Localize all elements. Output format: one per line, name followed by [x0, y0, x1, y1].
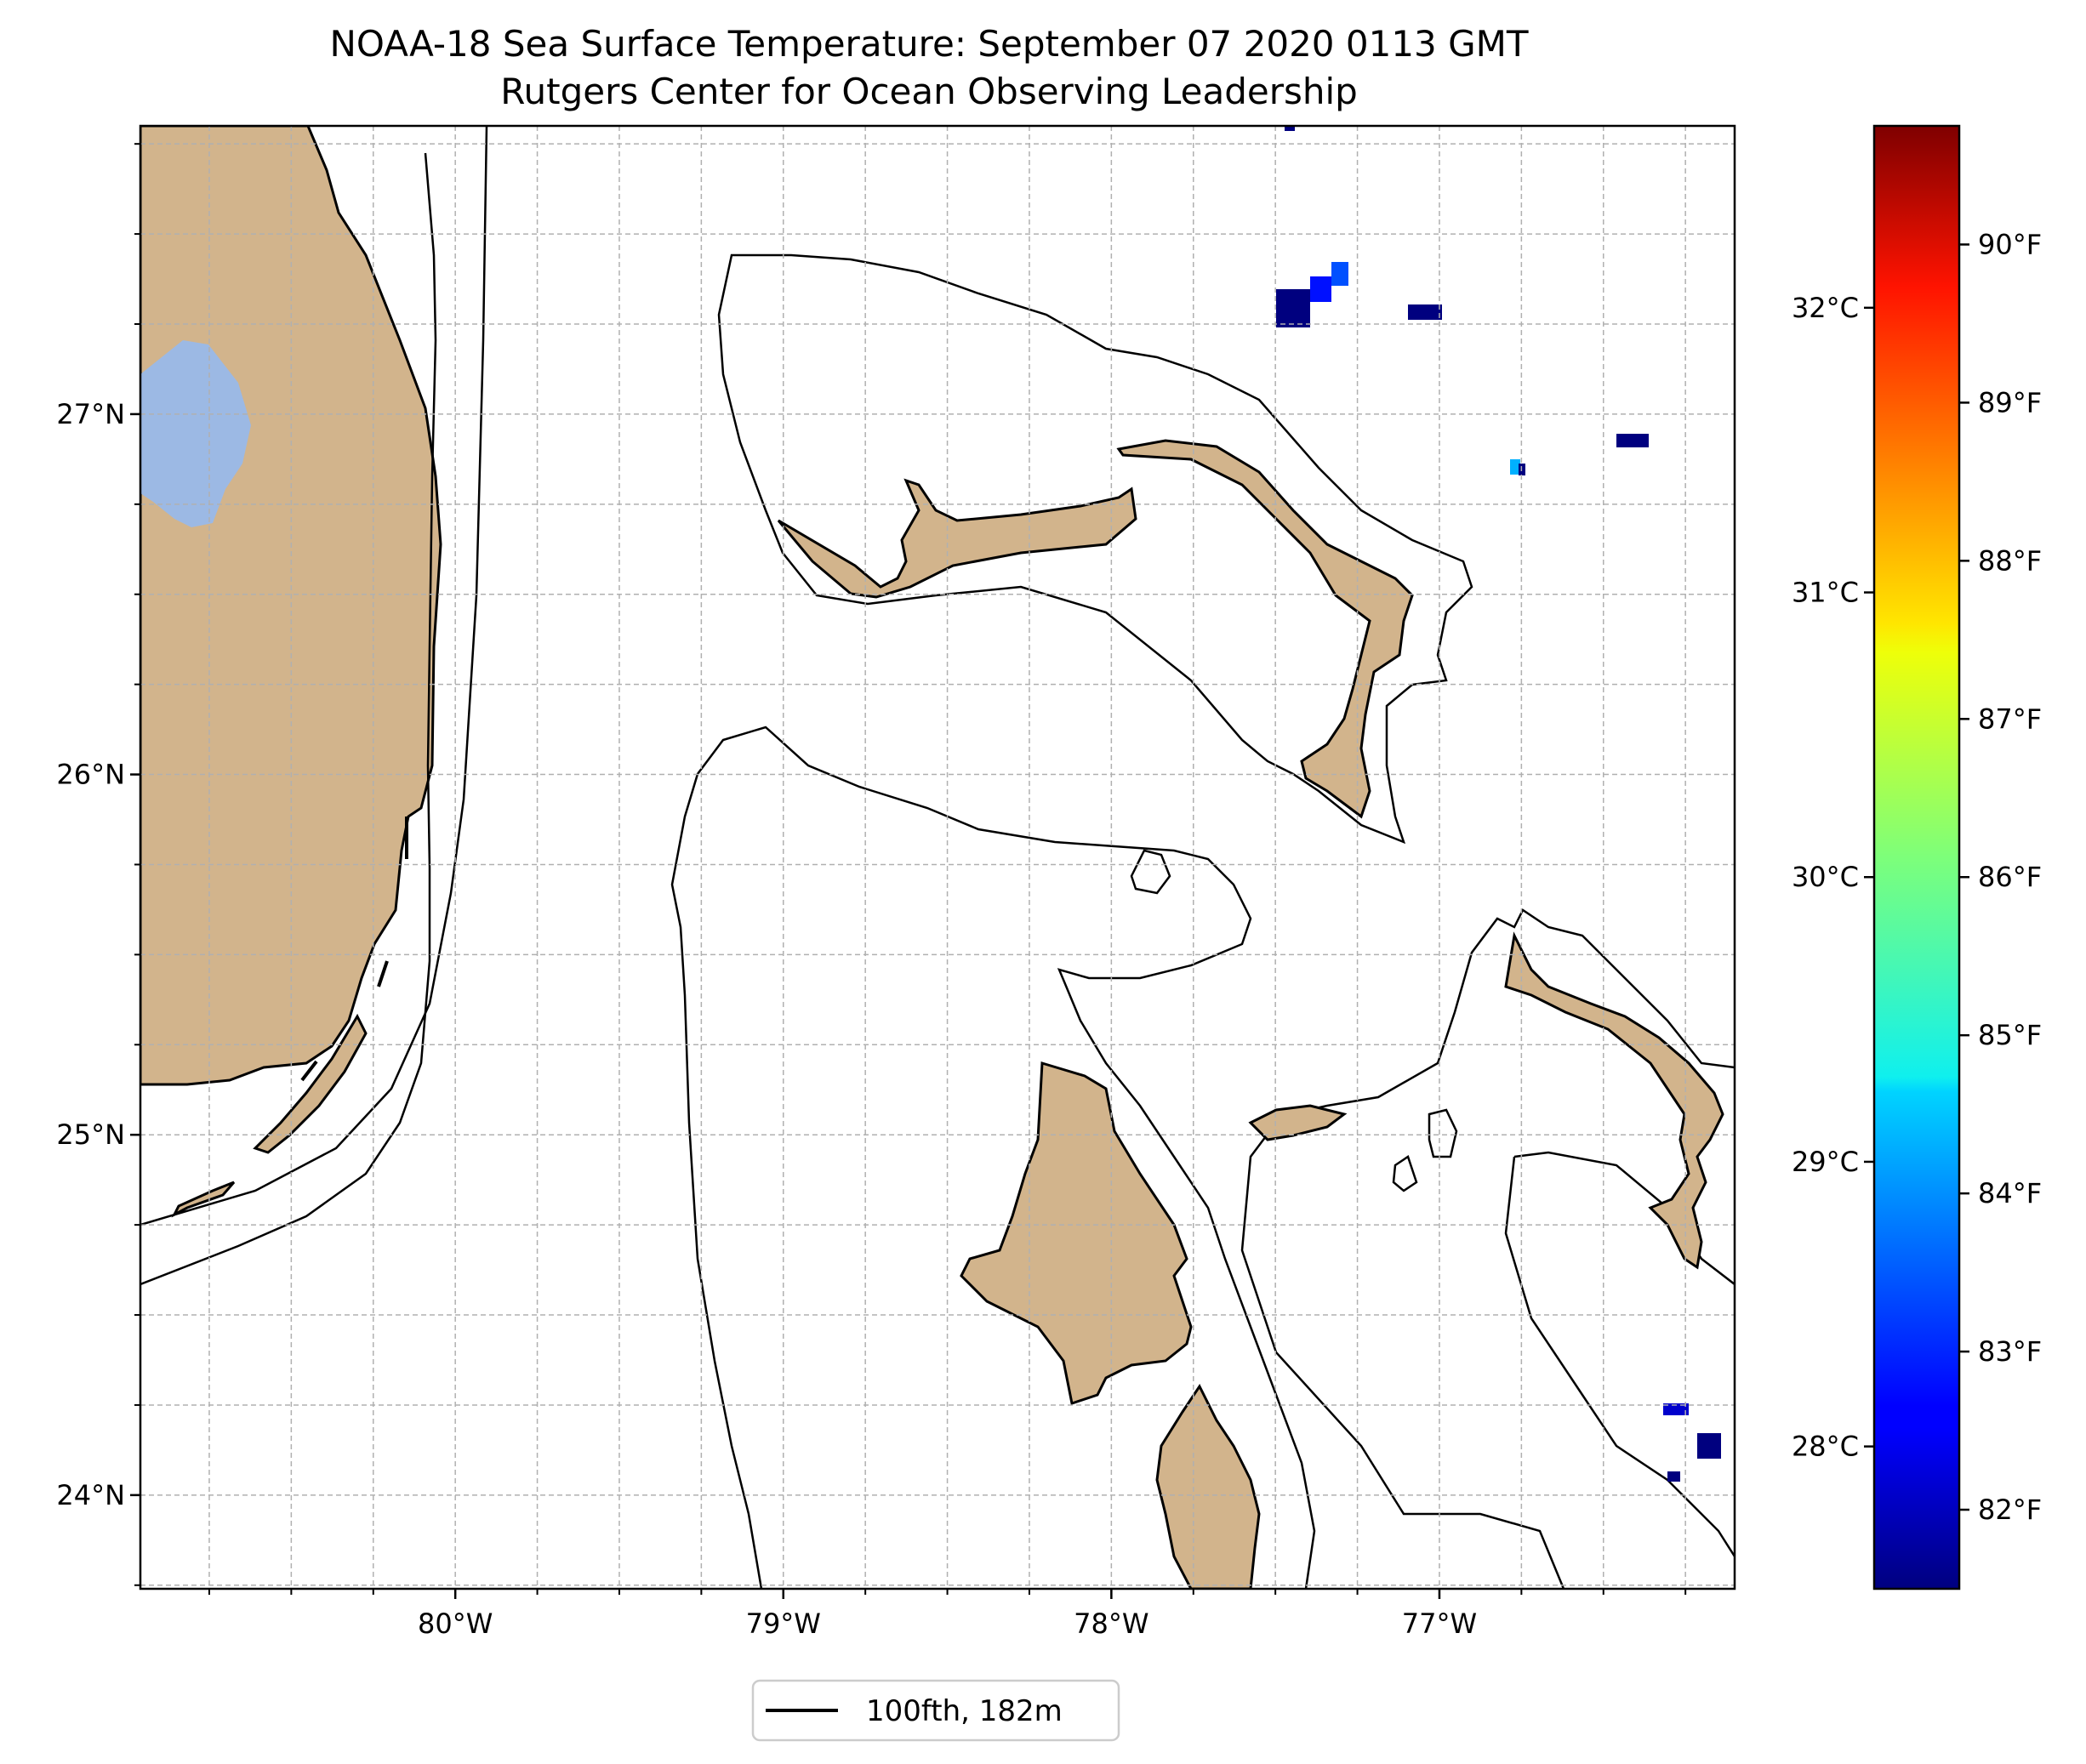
colorbar-fahrenheit-label: 85°F — [1978, 1019, 2042, 1051]
map-panel — [140, 126, 1735, 1589]
colorbar-celsius-label: 32°C — [1792, 292, 1859, 324]
new-providence-island — [1248, 1104, 1348, 1141]
lat-tick-label: 27°N — [56, 398, 125, 430]
great-abaco-island — [1116, 439, 1414, 819]
exuma-sound-contour — [1250, 908, 1735, 1124]
small-cay-outlines — [1392, 1108, 1458, 1192]
contour-florida-shelf — [140, 152, 437, 1286]
latitude-labels: 27°N 26°N 25°N 24°N — [56, 398, 125, 1511]
grand-bahama-island — [777, 478, 1137, 599]
lon-tick-label: 78°W — [1074, 1608, 1148, 1640]
andros-island — [960, 1061, 1193, 1405]
florida-keys — [253, 1013, 368, 1154]
map-frame — [139, 124, 1736, 1590]
chart-subtitle: Rutgers Center for Ocean Observing Leade… — [500, 71, 1358, 112]
berry-islands-contour — [1130, 849, 1171, 895]
andros-south — [1155, 1384, 1261, 1589]
eleuthera-island — [1504, 931, 1724, 1270]
lon-tick-label: 80°W — [418, 1608, 493, 1640]
exuma-inner-contour — [1504, 1151, 1735, 1557]
lat-tick-label: 24°N — [56, 1479, 125, 1511]
colorbar-fahrenheit-label: 82°F — [1978, 1494, 2042, 1526]
gridlines — [140, 126, 1735, 1589]
legend: 100fth, 182m — [751, 1679, 1120, 1742]
legend-label: 100fth, 182m — [866, 1694, 1063, 1728]
colorbar-fahrenheit-label: 87°F — [1978, 703, 2042, 735]
legend-box — [751, 1679, 1120, 1742]
colorbar-fahrenheit-label: 86°F — [1978, 861, 2042, 893]
colorbar-celsius-label: 31°C — [1792, 577, 1859, 609]
colorbar-gradient — [1874, 126, 1959, 1589]
colorbar-frame — [1872, 124, 1961, 1590]
lat-tick-label: 25°N — [56, 1118, 125, 1151]
tongue-ocean-contour — [1240, 1122, 1565, 1589]
grand-bahama-bank-contour — [717, 253, 1473, 845]
lat-tick-label: 26°N — [56, 759, 125, 791]
colorbar-fahrenheit-ticks: 82°F 83°F 84°F 85°F 86°F 87°F 88°F 89°F 90°F — [1959, 228, 2042, 1526]
sst-pixels — [1276, 126, 1721, 1482]
lake-okeechobee — [140, 340, 251, 527]
longitude-labels: 80°W 79°W 78°W 77°W — [418, 1608, 1477, 1640]
colorbar-fahrenheit-label: 83°F — [1978, 1335, 2042, 1368]
colorbar-celsius-label: 28°C — [1792, 1431, 1859, 1463]
great-bahama-bank-contour — [670, 726, 1316, 1589]
chart-title: NOAA-18 Sea Surface Temperature: Septemb… — [329, 23, 1528, 65]
colorbar-celsius-label: 29°C — [1792, 1146, 1859, 1178]
colorbar: 28°C 29°C 30°C 31°C 32°C 82°F 83°F 84°F 85°F 86°… — [1792, 124, 2042, 1590]
colorbar-fahrenheit-label: 84°F — [1978, 1177, 2042, 1209]
lon-tick-label: 79°W — [746, 1608, 821, 1640]
colorbar-celsius-ticks: 28°C 29°C 30°C 31°C 32°C — [1792, 292, 1874, 1463]
lon-tick-label: 77°W — [1402, 1608, 1477, 1640]
colorbar-fahrenheit-label: 88°F — [1978, 544, 2042, 577]
colorbar-fahrenheit-label: 90°F — [1978, 228, 2042, 260]
colorbar-fahrenheit-label: 89°F — [1978, 386, 2042, 418]
key-largo — [300, 817, 408, 1082]
contour-straits-west — [140, 126, 488, 1226]
map-axis-ticks — [130, 143, 1687, 1599]
colorbar-celsius-label: 30°C — [1792, 861, 1859, 893]
